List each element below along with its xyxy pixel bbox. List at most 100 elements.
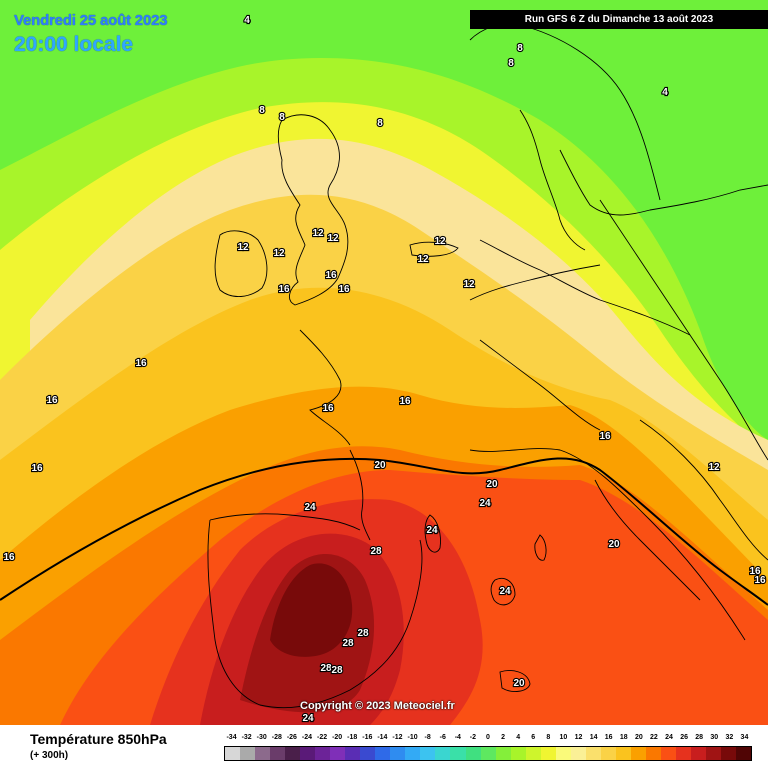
color-scale-swatch [255,747,271,760]
isotherm-value-label: 8 [517,43,523,54]
color-scale-swatch [510,747,526,760]
color-scale-swatch [645,747,661,760]
color-scale-swatch [345,747,361,760]
color-scale-swatch [405,747,421,760]
color-scale-swatch [375,747,391,760]
isotherm-value-label: 4 [662,87,668,98]
isotherm-value-label: 20 [486,479,498,490]
color-scale-tick-label: -22 [316,734,328,741]
color-scale-tick-label: -14 [377,734,388,741]
color-scale-tick-label: 18 [619,734,628,741]
color-scale-swatch [690,747,706,760]
color-scale-tick-label: -8 [424,734,431,741]
color-scale-tick-label: 14 [589,734,598,741]
color-scale-tick-label: -24 [301,734,313,741]
isotherm-value-label: 12 [312,228,324,239]
color-scale-tick-label: 20 [634,734,643,741]
forecast-time: 20:00 locale [14,33,134,56]
color-scale-tick-label: 16 [604,734,613,741]
color-scale-swatch [270,747,286,760]
color-scale-tick-label: 28 [695,734,704,741]
isotherm-value-label: 8 [508,58,514,69]
color-scale-tick-label: -2 [469,734,477,741]
color-scale-tick-label: 10 [559,734,568,741]
color-scale-swatch [540,747,556,760]
color-scale-tick-label: -18 [347,734,358,741]
isotherm-value-label: 8 [259,105,265,116]
isotherm-value-label: 20 [513,678,525,689]
color-scale-swatch [600,747,616,760]
color-scale-swatch [721,747,737,760]
color-scale-tick-label: 24 [665,734,673,741]
color-scale-swatch [435,747,451,760]
color-scale-swatch [285,747,301,760]
color-scale-tick-label: 34 [740,734,749,741]
isotherm-value-label: 16 [135,358,147,369]
color-scale-swatch [450,747,466,760]
isotherm-value-label: 12 [237,242,249,253]
color-scale-tick-label: -10 [407,734,418,741]
color-scale-tick-label: -20 [332,734,343,741]
color-scale-tick-label: 4 [516,734,521,741]
isotherm-value-label: 12 [273,248,285,259]
color-scale-labels: -34 -32 -30 -28 -26 -24 -22 -20 -18 -16 -14 -12 -10-… [222,734,754,744]
isotherm-value-label: 16 [31,463,43,474]
isotherm-value-label: 16 [754,575,766,586]
isotherm-value-label: 12 [463,279,475,290]
copyright-text: Copyright © 2023 Meteociel.fr [300,700,455,712]
color-scale-tick-label: -26 [286,734,297,741]
color-scale-tick-label: 8 [546,734,551,741]
color-scale-swatch [525,747,541,760]
isotherm-value-label: 16 [278,284,290,295]
isotherm-value-label: 24 [499,586,511,597]
color-scale-tick-label: 26 [680,734,688,741]
isotherm-value-label: 24 [479,498,491,509]
color-scale-tick-label: -4 [454,734,461,741]
color-scale-swatch [480,747,496,760]
isotherm-value-label: 24 [302,713,314,724]
forecast-date: Vendredi 25 août 2023 [14,12,168,29]
color-scale-swatch [315,747,331,760]
isotherm-value-label: 20 [374,460,386,471]
isotherm-value-label: 20 [608,539,620,550]
isotherm-value-label: 28 [357,628,369,639]
color-scale-swatch [390,747,406,760]
color-scale-swatch [330,747,346,760]
isotherm-value-label: 12 [327,233,339,244]
isotherm-value-label: 16 [599,431,611,442]
isotherm-value-label: 16 [46,395,58,406]
color-scale-swatch [240,747,256,760]
isotherm-value-label: 8 [377,118,383,129]
color-scale-swatch [225,747,241,760]
color-scale-tick-label: -12 [392,734,403,741]
color-scale-swatch [585,747,601,760]
model-run-label: Run GFS 6 Z du Dimanche 13 août 2023 [470,10,768,29]
isotherm-value-label: 16 [399,396,411,407]
color-scale-tick-label: 30 [710,734,719,741]
color-scale-swatch [630,747,646,760]
color-scale-tick-label: -6 [439,734,446,741]
color-scale-swatch [615,747,631,760]
isotherm-value-label: 24 [304,502,316,513]
color-scale-tick-label: -30 [256,734,267,741]
color-scale-tick-label: 6 [531,734,536,741]
isotherm-value-label: 28 [370,546,382,557]
color-scale-tick-label: -34 [226,734,237,741]
isotherm-value-label: 12 [417,254,429,265]
isotherm-value-label: 4 [244,15,250,26]
isotherm-value-label: 12 [434,236,446,247]
color-scale-tick-label: 22 [650,734,658,741]
color-scale-swatch [495,747,511,760]
color-scale-swatch [736,747,752,760]
color-scale-tick-label: 32 [725,734,734,741]
color-scale-swatch [465,747,481,760]
color-scale-tick-label: 12 [574,734,583,741]
color-scale-swatch [420,747,436,760]
isotherm-value-label: 28 [342,638,354,649]
color-scale-swatch [570,747,586,760]
isotherm-value-label: 16 [749,566,761,577]
lead-time: (+ 300h) [30,750,69,761]
band-30-32 [270,563,353,657]
